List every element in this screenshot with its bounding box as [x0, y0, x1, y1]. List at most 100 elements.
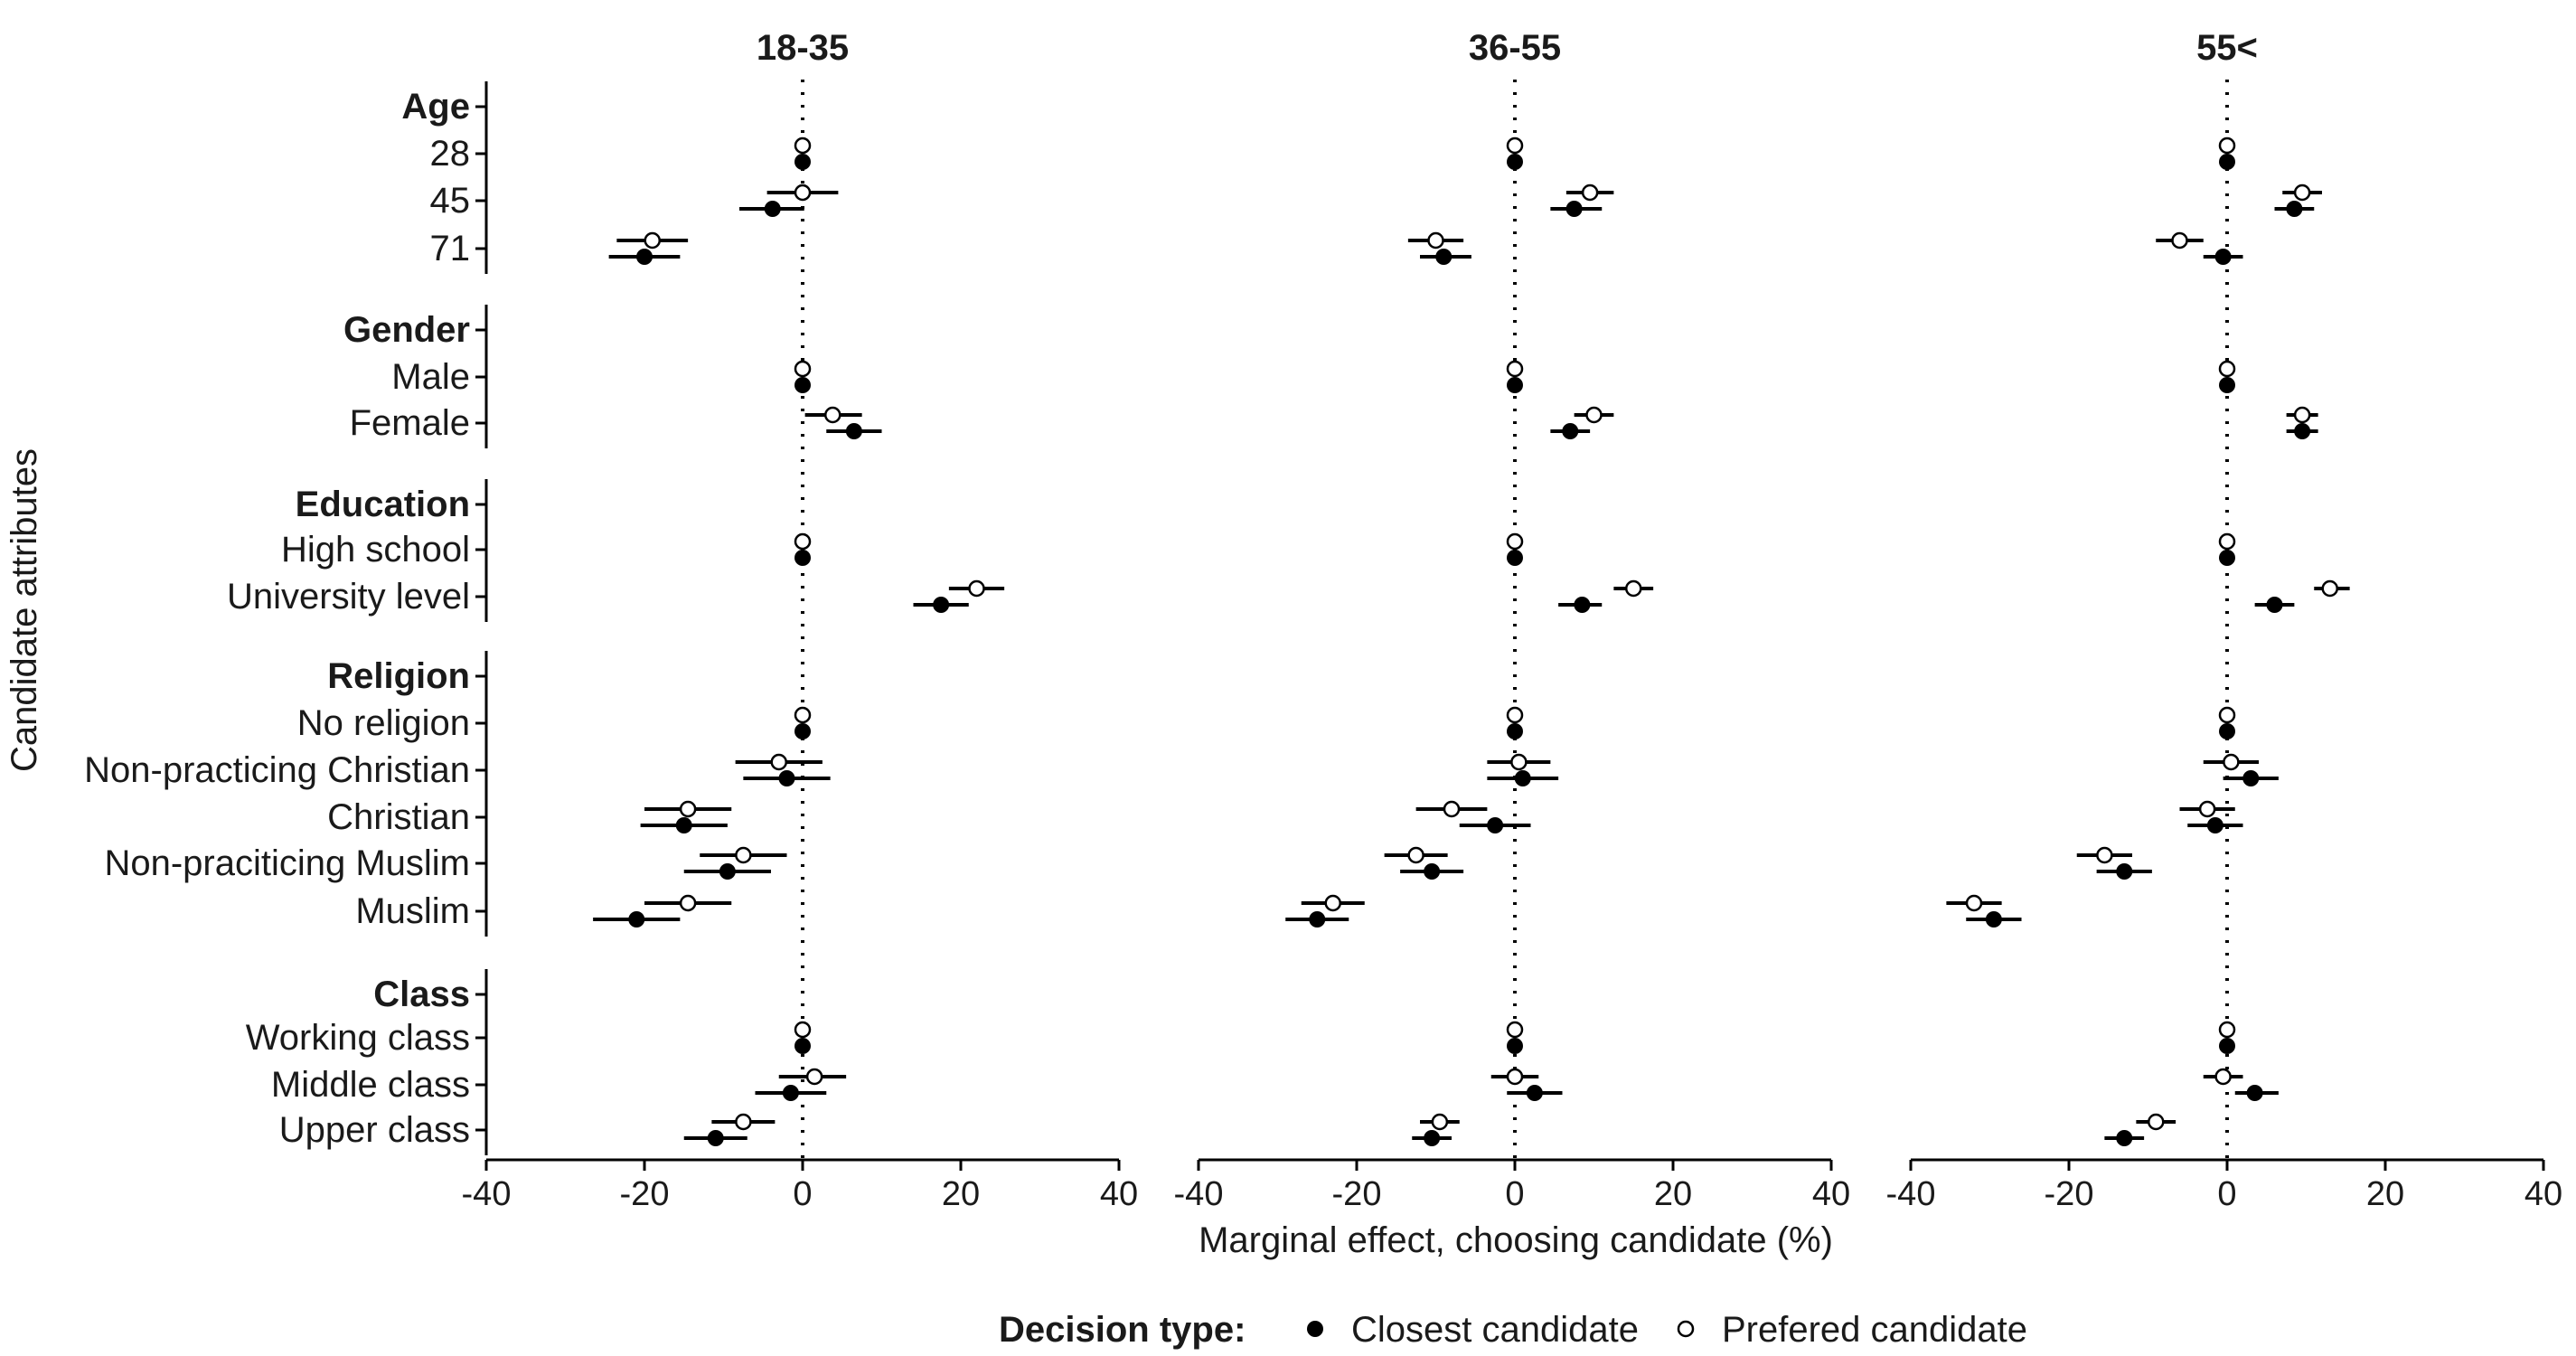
- preferred-point: [2171, 231, 2188, 250]
- closest-point: [675, 817, 692, 833]
- preferred-point: [2218, 706, 2236, 724]
- x-axis-title: Marginal effect, choosing candidate (%): [1199, 1220, 1833, 1260]
- legend-entry-label: Closest candidate: [1351, 1310, 1639, 1350]
- closest-point: [1424, 1130, 1441, 1146]
- legend-title: Decision type:: [999, 1310, 1246, 1350]
- closest-point: [1507, 723, 1523, 739]
- legend: Decision type: Closest candidate Prefered …: [999, 1310, 2027, 1350]
- x-tick-label: 20: [1654, 1175, 1692, 1213]
- closest-point: [2294, 423, 2311, 439]
- closest-point: [1514, 770, 1531, 786]
- closest-point: [2266, 597, 2283, 613]
- closest-point: [2219, 550, 2235, 566]
- closest-point: [2219, 723, 2235, 739]
- level-label: Female: [350, 403, 470, 443]
- preferred-point: [794, 532, 812, 551]
- group-label: Gender: [343, 310, 470, 350]
- level-label: 71: [430, 229, 471, 268]
- x-tick-label: -40: [1174, 1175, 1224, 1213]
- level-label: Christian: [327, 797, 470, 837]
- preferred-point: [2218, 360, 2236, 378]
- legend-closest-marker: [1307, 1321, 1323, 1337]
- preferred-point: [2293, 406, 2311, 424]
- closest-point: [1985, 911, 2002, 928]
- x-tick-label: 20: [942, 1175, 980, 1213]
- closest-point: [1435, 249, 1453, 265]
- preferred-point: [1506, 706, 1524, 724]
- closest-point: [782, 1085, 799, 1101]
- y-axis-title: Candidate attributes: [5, 448, 44, 772]
- preferred-point: [1431, 1113, 1449, 1131]
- facet-panel: 36-55 -40 -20 0 20 40: [1174, 28, 1851, 1213]
- closest-point: [794, 723, 811, 739]
- closest-point: [794, 377, 811, 393]
- preferred-point: [2321, 579, 2338, 598]
- preferred-point: [2096, 846, 2113, 864]
- closest-point: [933, 597, 950, 613]
- preferred-point: [2293, 184, 2311, 202]
- closest-point: [1574, 597, 1591, 613]
- closest-point: [1487, 817, 1504, 833]
- closest-point: [1507, 550, 1523, 566]
- closest-point: [1309, 911, 1326, 928]
- group-label: Age: [401, 87, 470, 127]
- preferred-point: [968, 579, 985, 598]
- closest-point: [2219, 154, 2235, 170]
- facet-title: 18-35: [757, 28, 849, 68]
- facet-title: 36-55: [1469, 28, 1561, 68]
- legend-preferred-marker: [1677, 1320, 1695, 1338]
- preferred-point: [2218, 1021, 2236, 1039]
- preferred-point: [2218, 532, 2236, 551]
- preferred-point: [1506, 1021, 1524, 1039]
- preferred-point: [770, 753, 787, 771]
- closest-point: [1424, 863, 1441, 880]
- closest-point: [845, 423, 862, 439]
- closest-point: [707, 1130, 724, 1146]
- closest-point: [2219, 377, 2235, 393]
- level-label: 45: [430, 181, 471, 221]
- closest-point: [2116, 863, 2133, 880]
- closest-point: [1526, 1085, 1543, 1101]
- preferred-point: [1506, 137, 1524, 155]
- level-label: Non-praciticing Muslim: [104, 843, 470, 883]
- preferred-point: [679, 800, 697, 818]
- closest-point: [1507, 1038, 1523, 1054]
- x-tick-label: 40: [2524, 1175, 2562, 1213]
- legend-entry-label: Prefered candidate: [1722, 1310, 2027, 1350]
- closest-point: [628, 911, 645, 928]
- y-axis: [475, 81, 488, 1155]
- closest-point: [719, 863, 736, 880]
- preferred-point: [824, 406, 841, 424]
- closest-point: [2206, 817, 2223, 833]
- preferred-point: [1506, 1068, 1524, 1086]
- preferred-point: [794, 184, 812, 202]
- facet-panels: 18-35 -40 -20 0 20 40 36-55 -40 -20 0 20 40 55< -40 -2…: [462, 28, 2563, 1213]
- preferred-point: [644, 231, 661, 250]
- level-label: University level: [227, 577, 470, 617]
- x-tick-label: 40: [1812, 1175, 1850, 1213]
- preferred-point: [1585, 406, 1603, 424]
- preferred-point: [2218, 137, 2236, 155]
- x-tick-label: -20: [2045, 1175, 2094, 1213]
- preferred-point: [2223, 753, 2240, 771]
- preferred-point: [805, 1068, 823, 1086]
- closest-point: [2246, 1085, 2263, 1101]
- preferred-point: [679, 894, 697, 912]
- y-axis-labels: Age 28 45 71 Gender Male Female Education High s…: [84, 87, 470, 1150]
- closest-point: [794, 550, 811, 566]
- closest-point: [1565, 201, 1583, 217]
- level-label: Middle class: [271, 1065, 470, 1105]
- x-tick-label: 0: [793, 1175, 812, 1213]
- preferred-point: [1506, 532, 1524, 551]
- preferred-point: [794, 1021, 812, 1039]
- x-tick-label: -20: [620, 1175, 670, 1213]
- closest-point: [794, 1038, 811, 1054]
- x-tick-label: 0: [2217, 1175, 2236, 1213]
- level-label: 28: [430, 134, 471, 174]
- closest-point: [778, 770, 795, 786]
- closest-point: [794, 154, 811, 170]
- closest-point: [636, 249, 653, 265]
- preferred-point: [2148, 1113, 2165, 1131]
- level-label: High school: [281, 530, 470, 570]
